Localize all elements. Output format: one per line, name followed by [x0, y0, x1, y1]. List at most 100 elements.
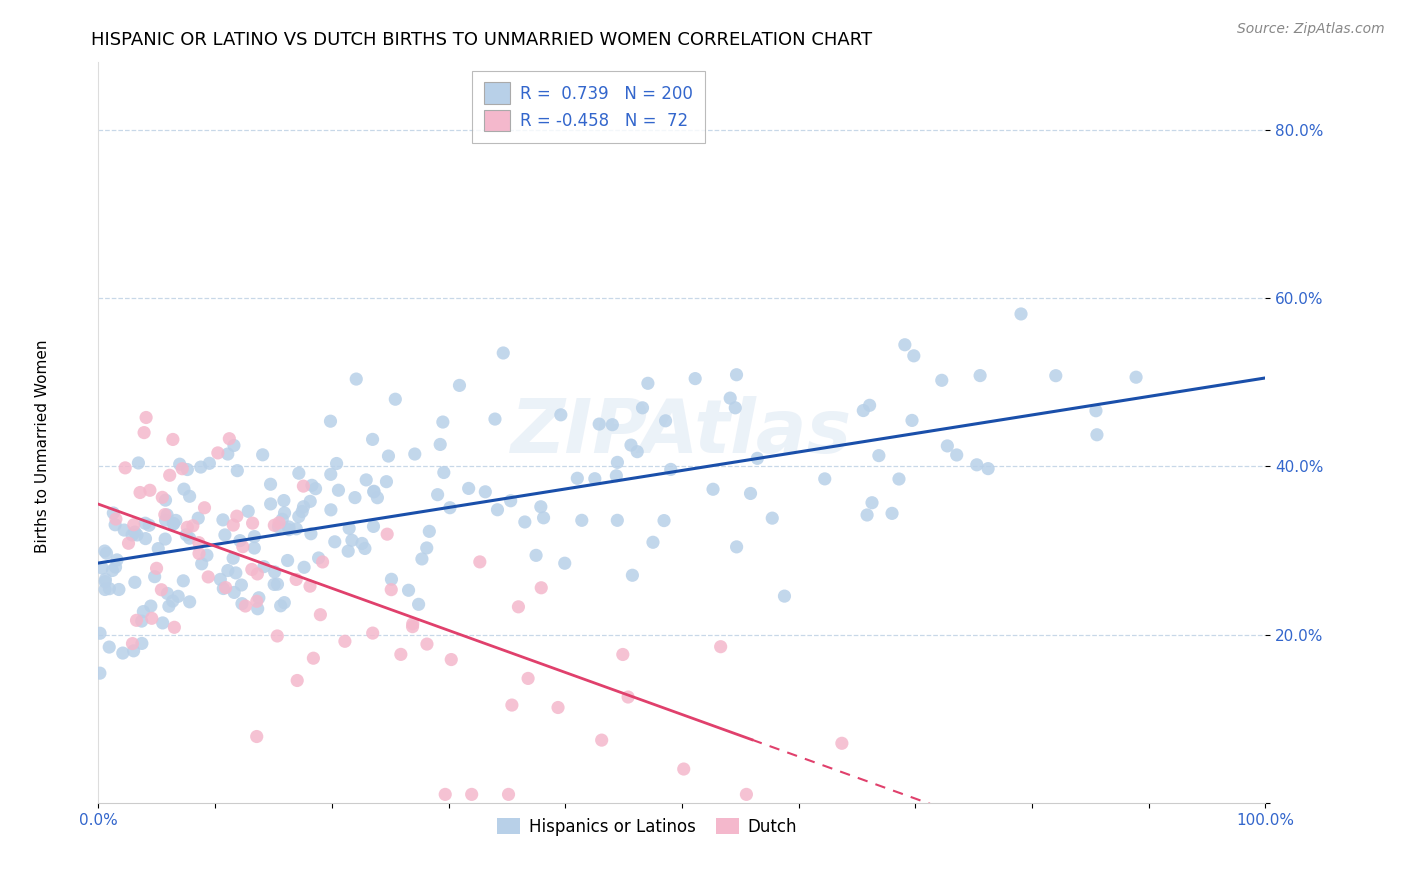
- Point: [652, 514, 675, 528]
- Point: [252, 448, 274, 462]
- Point: [156, 508, 179, 522]
- Point: [384, 392, 406, 407]
- Point: [277, 520, 299, 534]
- Point: [139, 599, 162, 613]
- Point: [98, 582, 121, 596]
- Point: [931, 373, 953, 387]
- Point: [190, 557, 212, 571]
- Point: [350, 536, 373, 550]
- Point: [176, 520, 198, 534]
- Point: [508, 599, 530, 614]
- Point: [588, 417, 610, 431]
- Point: [155, 493, 177, 508]
- Point: [135, 410, 157, 425]
- Point: [591, 733, 613, 747]
- Point: [148, 541, 170, 556]
- Point: [89, 626, 111, 640]
- Point: [190, 460, 212, 475]
- Point: [363, 519, 385, 533]
- Point: [901, 413, 924, 427]
- Point: [238, 504, 260, 518]
- Point: [214, 581, 236, 595]
- Point: [271, 512, 294, 526]
- Point: [108, 582, 131, 597]
- Point: [134, 532, 156, 546]
- Point: [273, 596, 295, 610]
- Point: [226, 464, 249, 478]
- Point: [380, 572, 402, 586]
- Point: [173, 482, 195, 496]
- Point: [343, 491, 366, 505]
- Point: [361, 626, 384, 640]
- Point: [94, 574, 117, 589]
- Point: [163, 516, 186, 531]
- Point: [319, 503, 342, 517]
- Point: [887, 472, 910, 486]
- Point: [156, 586, 179, 600]
- Point: [499, 493, 522, 508]
- Point: [267, 516, 290, 530]
- Point: [337, 544, 360, 558]
- Point: [112, 523, 135, 537]
- Point: [860, 496, 883, 510]
- Point: [124, 575, 146, 590]
- Point: [167, 590, 190, 604]
- Point: [225, 566, 247, 580]
- Point: [626, 444, 648, 458]
- Point: [253, 559, 276, 574]
- Point: [513, 515, 536, 529]
- Point: [761, 511, 783, 525]
- Point: [725, 368, 748, 382]
- Point: [197, 570, 219, 584]
- Point: [408, 598, 430, 612]
- Point: [449, 378, 471, 392]
- Point: [242, 516, 264, 531]
- Point: [439, 500, 461, 515]
- Point: [285, 573, 308, 587]
- Point: [631, 401, 654, 415]
- Point: [105, 553, 128, 567]
- Point: [96, 546, 118, 560]
- Point: [232, 540, 254, 554]
- Point: [212, 582, 235, 596]
- Point: [389, 648, 412, 662]
- Point: [225, 509, 247, 524]
- Point: [969, 368, 991, 383]
- Point: [402, 616, 425, 631]
- Point: [277, 523, 299, 537]
- Text: Births to Unmarried Women: Births to Unmarried Women: [35, 339, 49, 553]
- Point: [224, 585, 246, 599]
- Point: [328, 483, 350, 498]
- Point: [298, 579, 321, 593]
- Point: [94, 582, 117, 597]
- Point: [172, 461, 194, 475]
- Point: [121, 637, 143, 651]
- Point: [740, 486, 762, 500]
- Point: [153, 508, 176, 522]
- Point: [122, 644, 145, 658]
- Point: [474, 484, 496, 499]
- Point: [484, 412, 506, 426]
- Point: [98, 640, 121, 654]
- Point: [375, 527, 398, 541]
- Point: [231, 578, 253, 592]
- Point: [683, 371, 706, 385]
- Point: [377, 449, 399, 463]
- Point: [285, 522, 308, 536]
- Point: [718, 391, 741, 405]
- Point: [292, 500, 315, 514]
- Point: [530, 581, 553, 595]
- Point: [143, 569, 166, 583]
- Point: [218, 432, 240, 446]
- Point: [945, 448, 967, 462]
- Point: [246, 730, 269, 744]
- Point: [323, 534, 346, 549]
- Point: [114, 461, 136, 475]
- Point: [240, 562, 263, 576]
- Point: [235, 599, 257, 613]
- Point: [735, 788, 758, 802]
- Point: [125, 528, 148, 542]
- Point: [571, 513, 593, 527]
- Point: [702, 482, 724, 496]
- Point: [433, 466, 456, 480]
